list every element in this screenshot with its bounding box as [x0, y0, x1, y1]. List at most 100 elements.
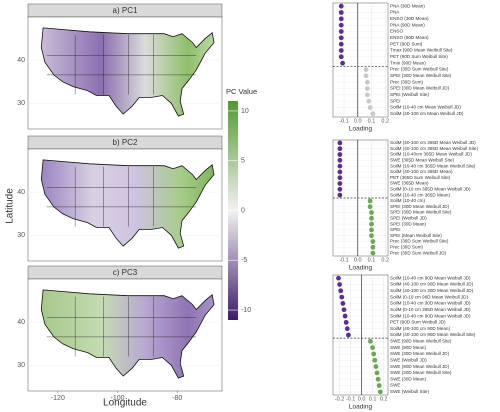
category-label: SWE (30D Mean)	[390, 376, 426, 381]
category-label: SoilM (10-40 cm 90D Mean Weibull JD)	[390, 313, 471, 318]
category-label: SPEI (Weibull JD)	[390, 216, 427, 221]
us-map	[40, 159, 215, 249]
category-label: Prec (30D Sum Weibull Site)	[390, 67, 449, 72]
category-label: SoilM (10-40 cm 365D Mean Weibull Site)	[390, 163, 476, 168]
x-tick-label: 0.2	[381, 118, 389, 124]
loading-dot	[337, 146, 343, 152]
loading-dot	[363, 73, 369, 79]
colorbar-tick-label: 0	[241, 207, 245, 214]
category-label: SPEI (30D Mean Weibull Site)	[390, 73, 452, 78]
category-label: PNA	[390, 10, 400, 15]
loading-dot	[337, 282, 342, 287]
category-label: SoilM (40-100 cm 365D Mean Weibull JD)	[390, 140, 476, 145]
category-label: SPEI (Mean Weibull Site)	[390, 233, 442, 238]
x-tick-label: -0.2	[335, 396, 344, 402]
loading-dot	[369, 221, 374, 227]
x-tick-label: 0.1	[369, 396, 377, 402]
loading-dot	[363, 67, 369, 72]
loading-dot	[371, 351, 377, 357]
y-tick-label: 30	[17, 232, 25, 239]
loading-dot	[336, 275, 341, 281]
loading-dot	[338, 35, 344, 41]
category-label: SoilM (0-10 cm 90D Mean Weibull JD)	[390, 294, 469, 299]
x-tick-label: -0.1	[339, 118, 348, 124]
x-tick-label: -0.1	[346, 396, 355, 402]
x-tick-label: 0.0	[358, 396, 366, 402]
panel-title: a) PC1	[113, 6, 138, 15]
loading-dot	[346, 332, 351, 338]
loading-dot	[338, 22, 344, 28]
loading-dot	[369, 215, 374, 221]
category-label: ENSO (30D Mean)	[390, 16, 429, 21]
loading-dot	[337, 181, 343, 186]
category-label: Prec (30D Sum)	[390, 79, 423, 84]
category-label: SoilM (40-100 cm 365D Mean Weibull Site)	[390, 146, 478, 151]
loading-dot	[337, 157, 343, 163]
x-axis-title: Loading	[349, 404, 373, 411]
x-tick-label: 0.1	[368, 118, 376, 124]
loading-dot	[338, 3, 344, 9]
category-label: SoilM (10-40 cm 365D Mean)	[390, 192, 450, 197]
loading-dot	[368, 338, 373, 344]
category-label: PET (90D Sum Weibull JD)	[390, 320, 446, 325]
loading-dot	[338, 54, 344, 60]
category-label: SPEI (30D Mean Weibull JD)	[390, 86, 450, 91]
x-tick-label: 0.2	[380, 396, 388, 402]
panel-title: c) PC3	[113, 268, 138, 277]
category-label: SPEI (Weibull Site)	[390, 92, 429, 97]
loading-dot	[338, 48, 344, 53]
loading-dot	[341, 307, 347, 313]
loading-dot	[373, 364, 379, 369]
loading-dot	[372, 357, 378, 363]
loading-dot	[338, 288, 344, 294]
loading-dot	[338, 16, 344, 22]
loading-dot	[370, 239, 376, 244]
colorbar-tick-label: 5	[241, 158, 245, 165]
loading-dot	[364, 86, 370, 91]
loading-dot	[366, 98, 372, 104]
category-label: Prec (30D Sum Weibull Site)	[390, 239, 449, 244]
loading-dot	[337, 140, 343, 146]
category-label: SoilM (10-40cm 365D Mean Weibull JD)	[390, 152, 472, 157]
category-label: SPEI	[390, 227, 400, 232]
panel-bg	[332, 2, 389, 118]
category-label: SoilM (40-100 cm 90D Mean)	[390, 326, 450, 331]
panel-title: b) PC2	[113, 138, 138, 147]
category-label: PNA (30D Mean)	[390, 3, 425, 8]
loading-dot	[342, 313, 348, 319]
loading-dot	[338, 29, 344, 34]
category-label: Tmax (90D Mean Weibull Site)	[390, 48, 453, 53]
x-tick-label: -120	[51, 395, 65, 402]
category-label: ENSO	[390, 29, 403, 34]
y-tick-label: 40	[17, 189, 25, 196]
x-axis-title: Longitude	[103, 398, 147, 409]
category-label: SoilM (10-40 cm 90D Mean Weibull JD)	[390, 275, 471, 280]
category-label: SoilM (10-40 cm)	[390, 198, 425, 203]
loading-dot	[370, 111, 376, 117]
category-label: SoilM (10-40 cm 30D Mean Weibull JD)	[390, 301, 471, 306]
loading-dot	[375, 376, 381, 382]
y-axis-title: Latitude	[5, 188, 16, 224]
loading-dot	[337, 163, 343, 169]
loading-dot	[376, 383, 382, 388]
loading-dot	[367, 204, 373, 210]
loading-dot	[377, 389, 383, 395]
category-label: Prec (30D Sum Weibull JD)	[390, 250, 447, 255]
category-label: SWE (30D Mean Weibull JD)	[390, 351, 450, 356]
colorbar-tick-label: -5	[241, 257, 247, 264]
x-axis-title: Loading	[349, 265, 373, 272]
loading-dot	[337, 186, 343, 192]
category-label: ENSO (90D Mean)	[390, 35, 429, 40]
us-map	[40, 27, 215, 117]
loading-dot	[370, 345, 375, 351]
loading-dot	[370, 244, 376, 250]
category-label: PNA (90D Mean)	[390, 22, 425, 27]
loading-dot	[337, 192, 343, 198]
x-tick-label: 0.0	[354, 118, 362, 124]
x-tick-label: 0.0	[354, 257, 362, 263]
category-label: SWE (365D Mean)	[390, 181, 429, 186]
category-label: SPEI (30D Mean Weibull JD)	[390, 204, 450, 209]
category-label: SoilM (40-100 cm Mean Weibull JD)	[390, 111, 464, 116]
y-tick-label: 30	[17, 100, 25, 107]
loading-dot	[369, 227, 374, 233]
